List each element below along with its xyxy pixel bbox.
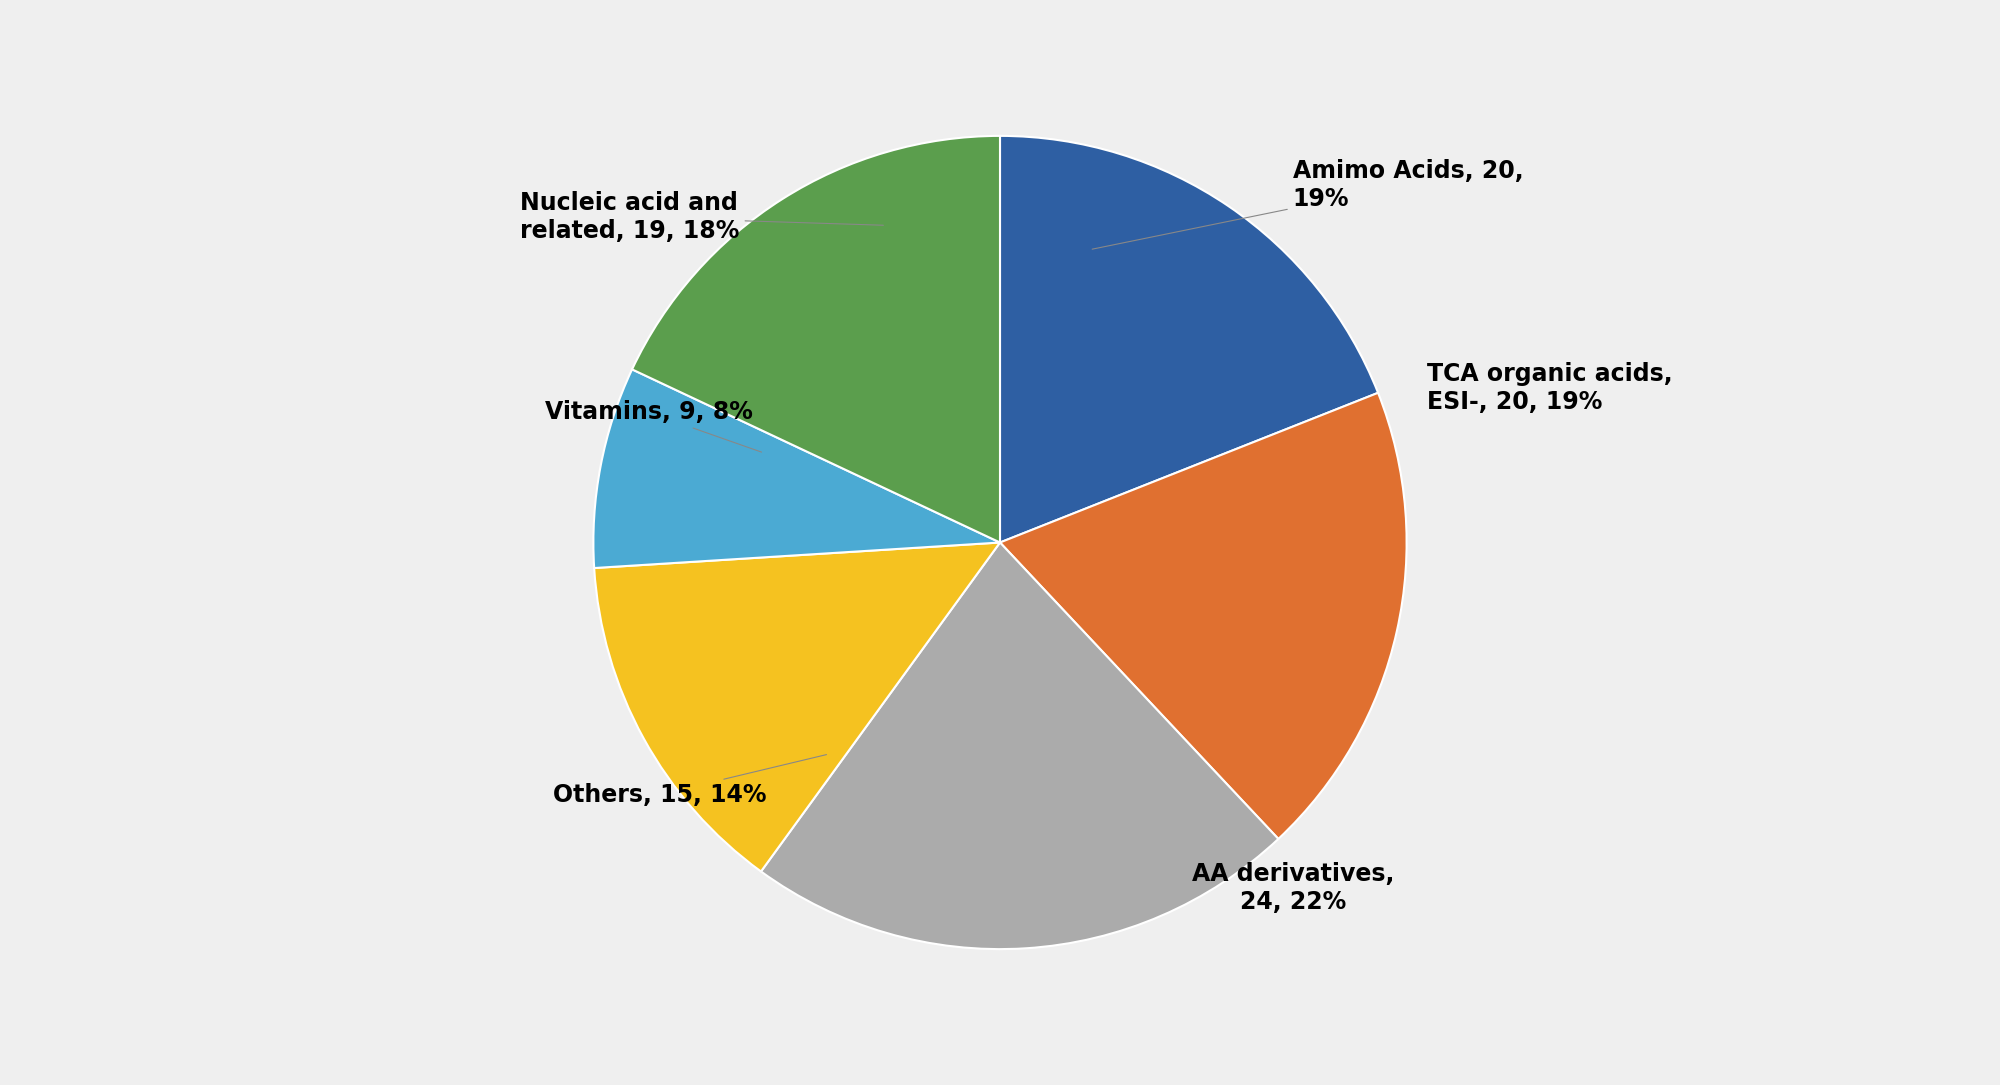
Text: AA derivatives,
24, 22%: AA derivatives, 24, 22% (1192, 863, 1394, 914)
Wedge shape (1000, 393, 1406, 839)
Text: Amimo Acids, 20,
19%: Amimo Acids, 20, 19% (1092, 158, 1524, 250)
Wedge shape (632, 136, 1000, 542)
Wedge shape (760, 542, 1278, 949)
Text: Others, 15, 14%: Others, 15, 14% (552, 754, 826, 806)
Text: Nucleic acid and
related, 19, 18%: Nucleic acid and related, 19, 18% (520, 191, 884, 243)
Wedge shape (594, 369, 1000, 569)
Text: TCA organic acids,
ESI-, 20, 19%: TCA organic acids, ESI-, 20, 19% (1426, 362, 1672, 413)
Text: Vitamins, 9, 8%: Vitamins, 9, 8% (544, 400, 762, 452)
Wedge shape (594, 542, 1000, 871)
Wedge shape (1000, 136, 1378, 542)
